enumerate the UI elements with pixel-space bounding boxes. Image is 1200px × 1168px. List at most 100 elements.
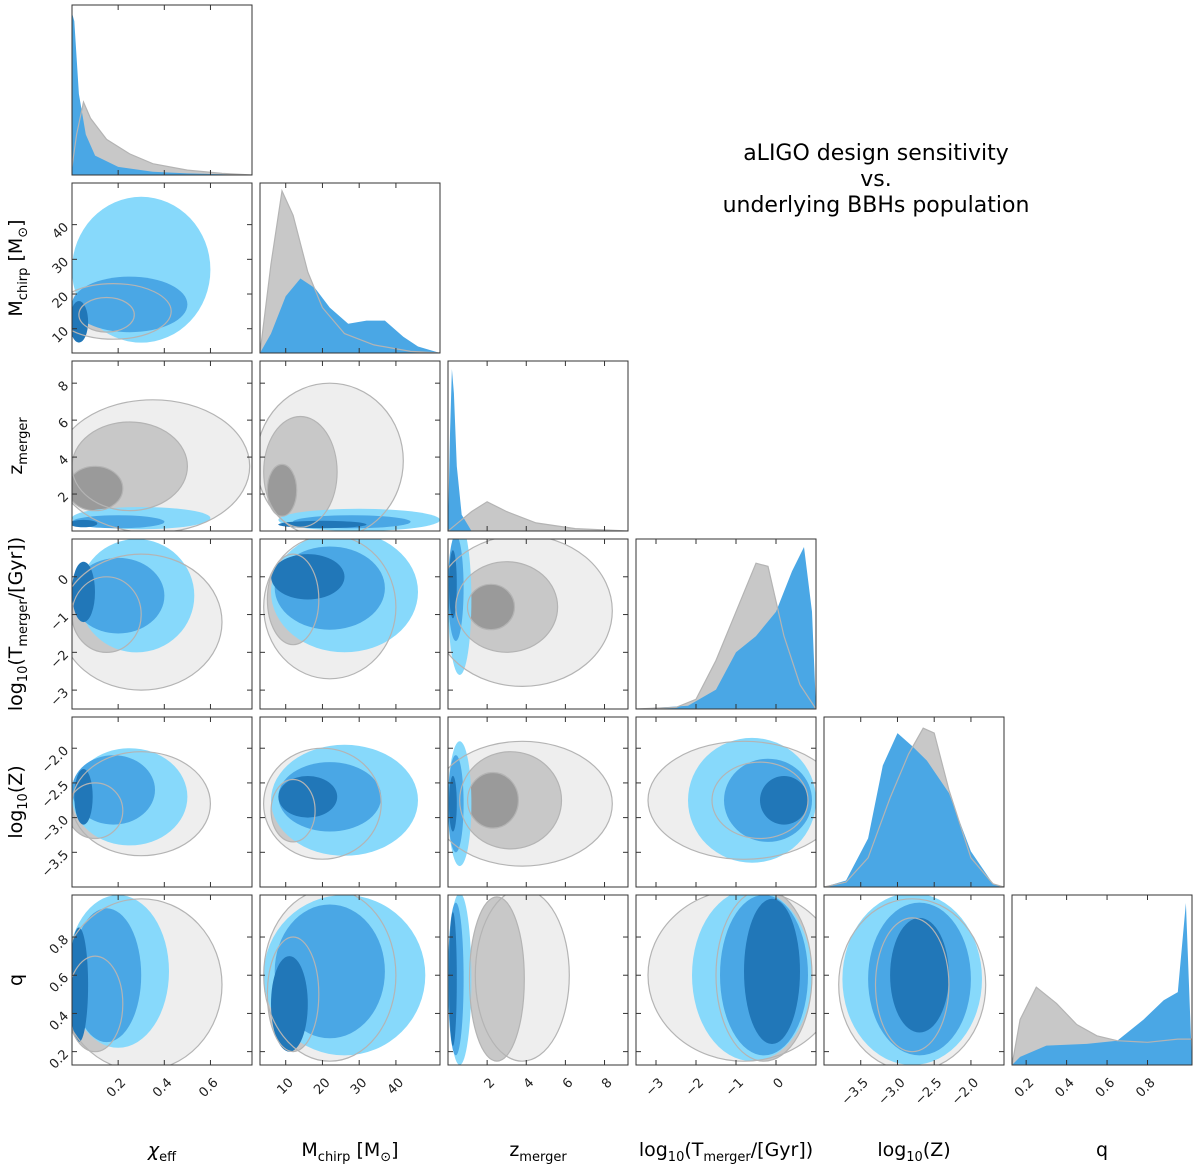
joint-mchirp-logT (263, 539, 418, 680)
x-tick-logT-3: 0 (771, 1075, 787, 1091)
marginal-logZ (824, 727, 1004, 887)
x-tick-logZ-0: −3.5 (839, 1075, 872, 1108)
detected-contour-3 (449, 550, 457, 619)
panel-frame-5-3 (635, 894, 817, 1066)
population-contour-line-3 (466, 583, 516, 631)
axis-label-logT: log10(Tmerger/[Gyr]) (639, 1139, 813, 1165)
panel-frame-4-2 (447, 716, 629, 888)
marginal-zmerger (448, 369, 628, 531)
joint-zmerger-logZ (448, 740, 613, 867)
population-contour-line-1 (72, 399, 251, 531)
joint-chi_eff-logZ (72, 748, 211, 857)
axis-label-mchirp: Mchirp [M⊙] (301, 1139, 398, 1165)
population-contour-3 (467, 584, 515, 630)
panel-frame-0-0 (71, 4, 253, 176)
population-contour-3 (72, 466, 123, 511)
x-tick-mchirp-2: 30 (348, 1075, 370, 1097)
detected-contour-3 (72, 519, 98, 528)
y-tick-zmerger-0: 2 (56, 489, 72, 505)
x-tick-chi_eff-0: 0.2 (104, 1075, 129, 1100)
marginal-detected-logZ (824, 733, 1004, 887)
panel-frame-5-2 (447, 894, 629, 1066)
y-tick-zmerger-2: 6 (56, 416, 72, 432)
axis-label-logT: log10(Tmerger/[Gyr]) (5, 537, 31, 711)
y-tick-logZ-3: −2.0 (39, 744, 72, 777)
x-tick-mchirp-3: 40 (385, 1075, 407, 1097)
population-contour-3 (267, 464, 297, 517)
detected-contour-3 (72, 561, 95, 623)
joint-zmerger-q (448, 895, 570, 1065)
x-tick-mchirp-1: 20 (311, 1075, 333, 1097)
population-contour-line-2 (72, 955, 124, 1053)
detected-contour-2 (72, 908, 142, 1043)
y-tick-zmerger-1: 4 (56, 453, 72, 469)
y-tick-mchirp-0: 10 (50, 324, 72, 346)
title-line-3: underlying BBHs population (723, 193, 1030, 218)
axis-label-logZ: log10(Z) (5, 765, 31, 838)
population-contour-line-2 (266, 553, 320, 646)
population-contour-line-1 (72, 283, 172, 340)
joint-mchirp-zmerger (260, 382, 440, 531)
joint-mchirp-q (263, 895, 426, 1062)
marginal-detected-mchirp (260, 278, 440, 353)
detected-contour-3 (271, 956, 308, 1052)
population-contour-line-2 (72, 576, 142, 653)
population-contour-line-2 (78, 296, 135, 333)
marginal-mchirp (260, 188, 440, 353)
title-line-2: vs. (860, 167, 891, 192)
panel-frame-5-1 (259, 894, 441, 1066)
chart-title: aLIGO design sensitivity vs. underlying … (723, 141, 1030, 218)
marginal-logT (636, 547, 816, 709)
y-tick-q-0: 0.2 (47, 1047, 72, 1072)
axis-label-logZ: log10(Z) (877, 1139, 950, 1165)
marginal-chi_eff (72, 13, 252, 175)
population-contour-line-2 (459, 751, 563, 850)
y-tick-logZ-0: −3.5 (39, 848, 72, 881)
y-tick-q-3: 0.8 (47, 932, 72, 957)
detected-contour-3 (760, 776, 808, 825)
x-tick-zmerger-0: 2 (482, 1075, 498, 1091)
joint-chi_eff-q (72, 895, 223, 1065)
population-contour-line-2 (72, 421, 188, 512)
detected-contour-3 (449, 912, 457, 1046)
population-contour-line-2 (270, 778, 316, 843)
joint-logT-logZ (647, 737, 816, 863)
marginal-population-chi_eff (72, 102, 252, 175)
joint-chi_eff-zmerger (72, 399, 251, 531)
y-tick-mchirp-3: 40 (50, 220, 72, 242)
panel-frame-5-0 (71, 894, 253, 1066)
x-tick-q-0: 0.2 (1012, 1075, 1037, 1100)
panel-frame-3-3 (635, 538, 817, 710)
y-tick-zmerger-3: 8 (56, 379, 72, 395)
population-contour-line-3 (72, 465, 124, 512)
x-tick-logZ-1: −3.0 (876, 1075, 909, 1108)
panel-frame-4-0 (71, 716, 253, 888)
population-contour-line-1 (448, 740, 613, 867)
panel-frame-1-0 (71, 182, 253, 354)
x-tick-chi_eff-1: 0.4 (150, 1075, 175, 1100)
population-contour-line-1 (263, 747, 382, 860)
x-tick-zmerger-2: 6 (560, 1075, 576, 1091)
panel-frame-5-5 (1011, 894, 1193, 1066)
population-contour-line-2 (711, 761, 809, 840)
x-tick-logT-2: −1 (723, 1075, 747, 1099)
marginal-population-line-q (1012, 986, 1192, 1065)
population-contour-line-1 (72, 751, 211, 857)
population-contour-line-2 (455, 561, 559, 653)
population-contour-line-1 (838, 898, 987, 1065)
y-tick-logT-2: −1 (48, 610, 72, 634)
marginal-population-line-zmerger (448, 501, 628, 531)
joint-mchirp-logZ (263, 744, 418, 860)
y-tick-mchirp-1: 20 (50, 289, 72, 311)
axis-label-q: q (5, 974, 27, 986)
y-tick-logT-3: 0 (56, 572, 72, 588)
panel-frame-2-0 (71, 360, 253, 532)
x-tick-logZ-3: −2.0 (949, 1075, 982, 1108)
y-tick-logZ-2: −2.5 (39, 778, 72, 811)
population-contour-line-2 (874, 917, 950, 1053)
panel-frame-4-1 (259, 716, 441, 888)
panel-frame-2-1 (259, 360, 441, 532)
marginal-q (1012, 903, 1192, 1065)
panel-frame-3-1 (259, 538, 441, 710)
